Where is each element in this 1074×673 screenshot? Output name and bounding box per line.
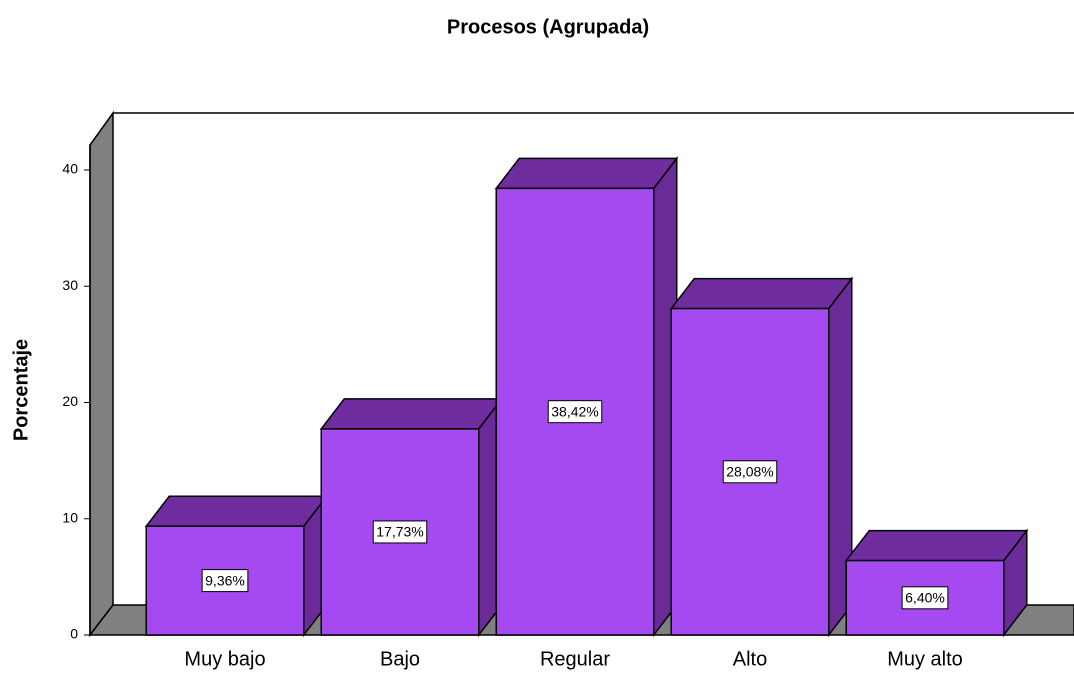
y-axis-label: Porcentaje (10, 339, 32, 441)
left-wall (89, 110, 114, 638)
bar-top (494, 157, 679, 190)
x-tick-label: Muy alto (887, 648, 963, 670)
x-tick-label: Muy bajo (184, 648, 265, 670)
bar-top (844, 529, 1029, 562)
y-tick-label: 0 (70, 626, 78, 642)
bar-top (144, 495, 329, 527)
y-tick-label: 30 (62, 277, 78, 293)
x-tick-label: Alto (733, 648, 767, 670)
value-label-box (547, 400, 603, 424)
chart-title: Procesos (Agrupada) (447, 16, 649, 38)
value-label: 17,73% (376, 524, 423, 540)
x-tick-label: Bajo (380, 648, 420, 670)
value-label-box (722, 460, 778, 484)
value-label-box (372, 520, 428, 544)
y-tick-label: 40 (62, 161, 78, 177)
value-label: 6,40% (905, 590, 945, 606)
x-tick-label: Regular (540, 648, 610, 670)
value-label-box (201, 569, 249, 593)
bar-top (319, 398, 504, 430)
y-tick-label: 10 (62, 509, 78, 525)
value-label-box (901, 586, 949, 610)
value-label: 9,36% (205, 572, 245, 588)
y-tick-label: 20 (62, 393, 78, 409)
value-label: 28,08% (726, 463, 773, 479)
bar-top (669, 277, 854, 310)
value-label: 38,42% (551, 403, 598, 419)
